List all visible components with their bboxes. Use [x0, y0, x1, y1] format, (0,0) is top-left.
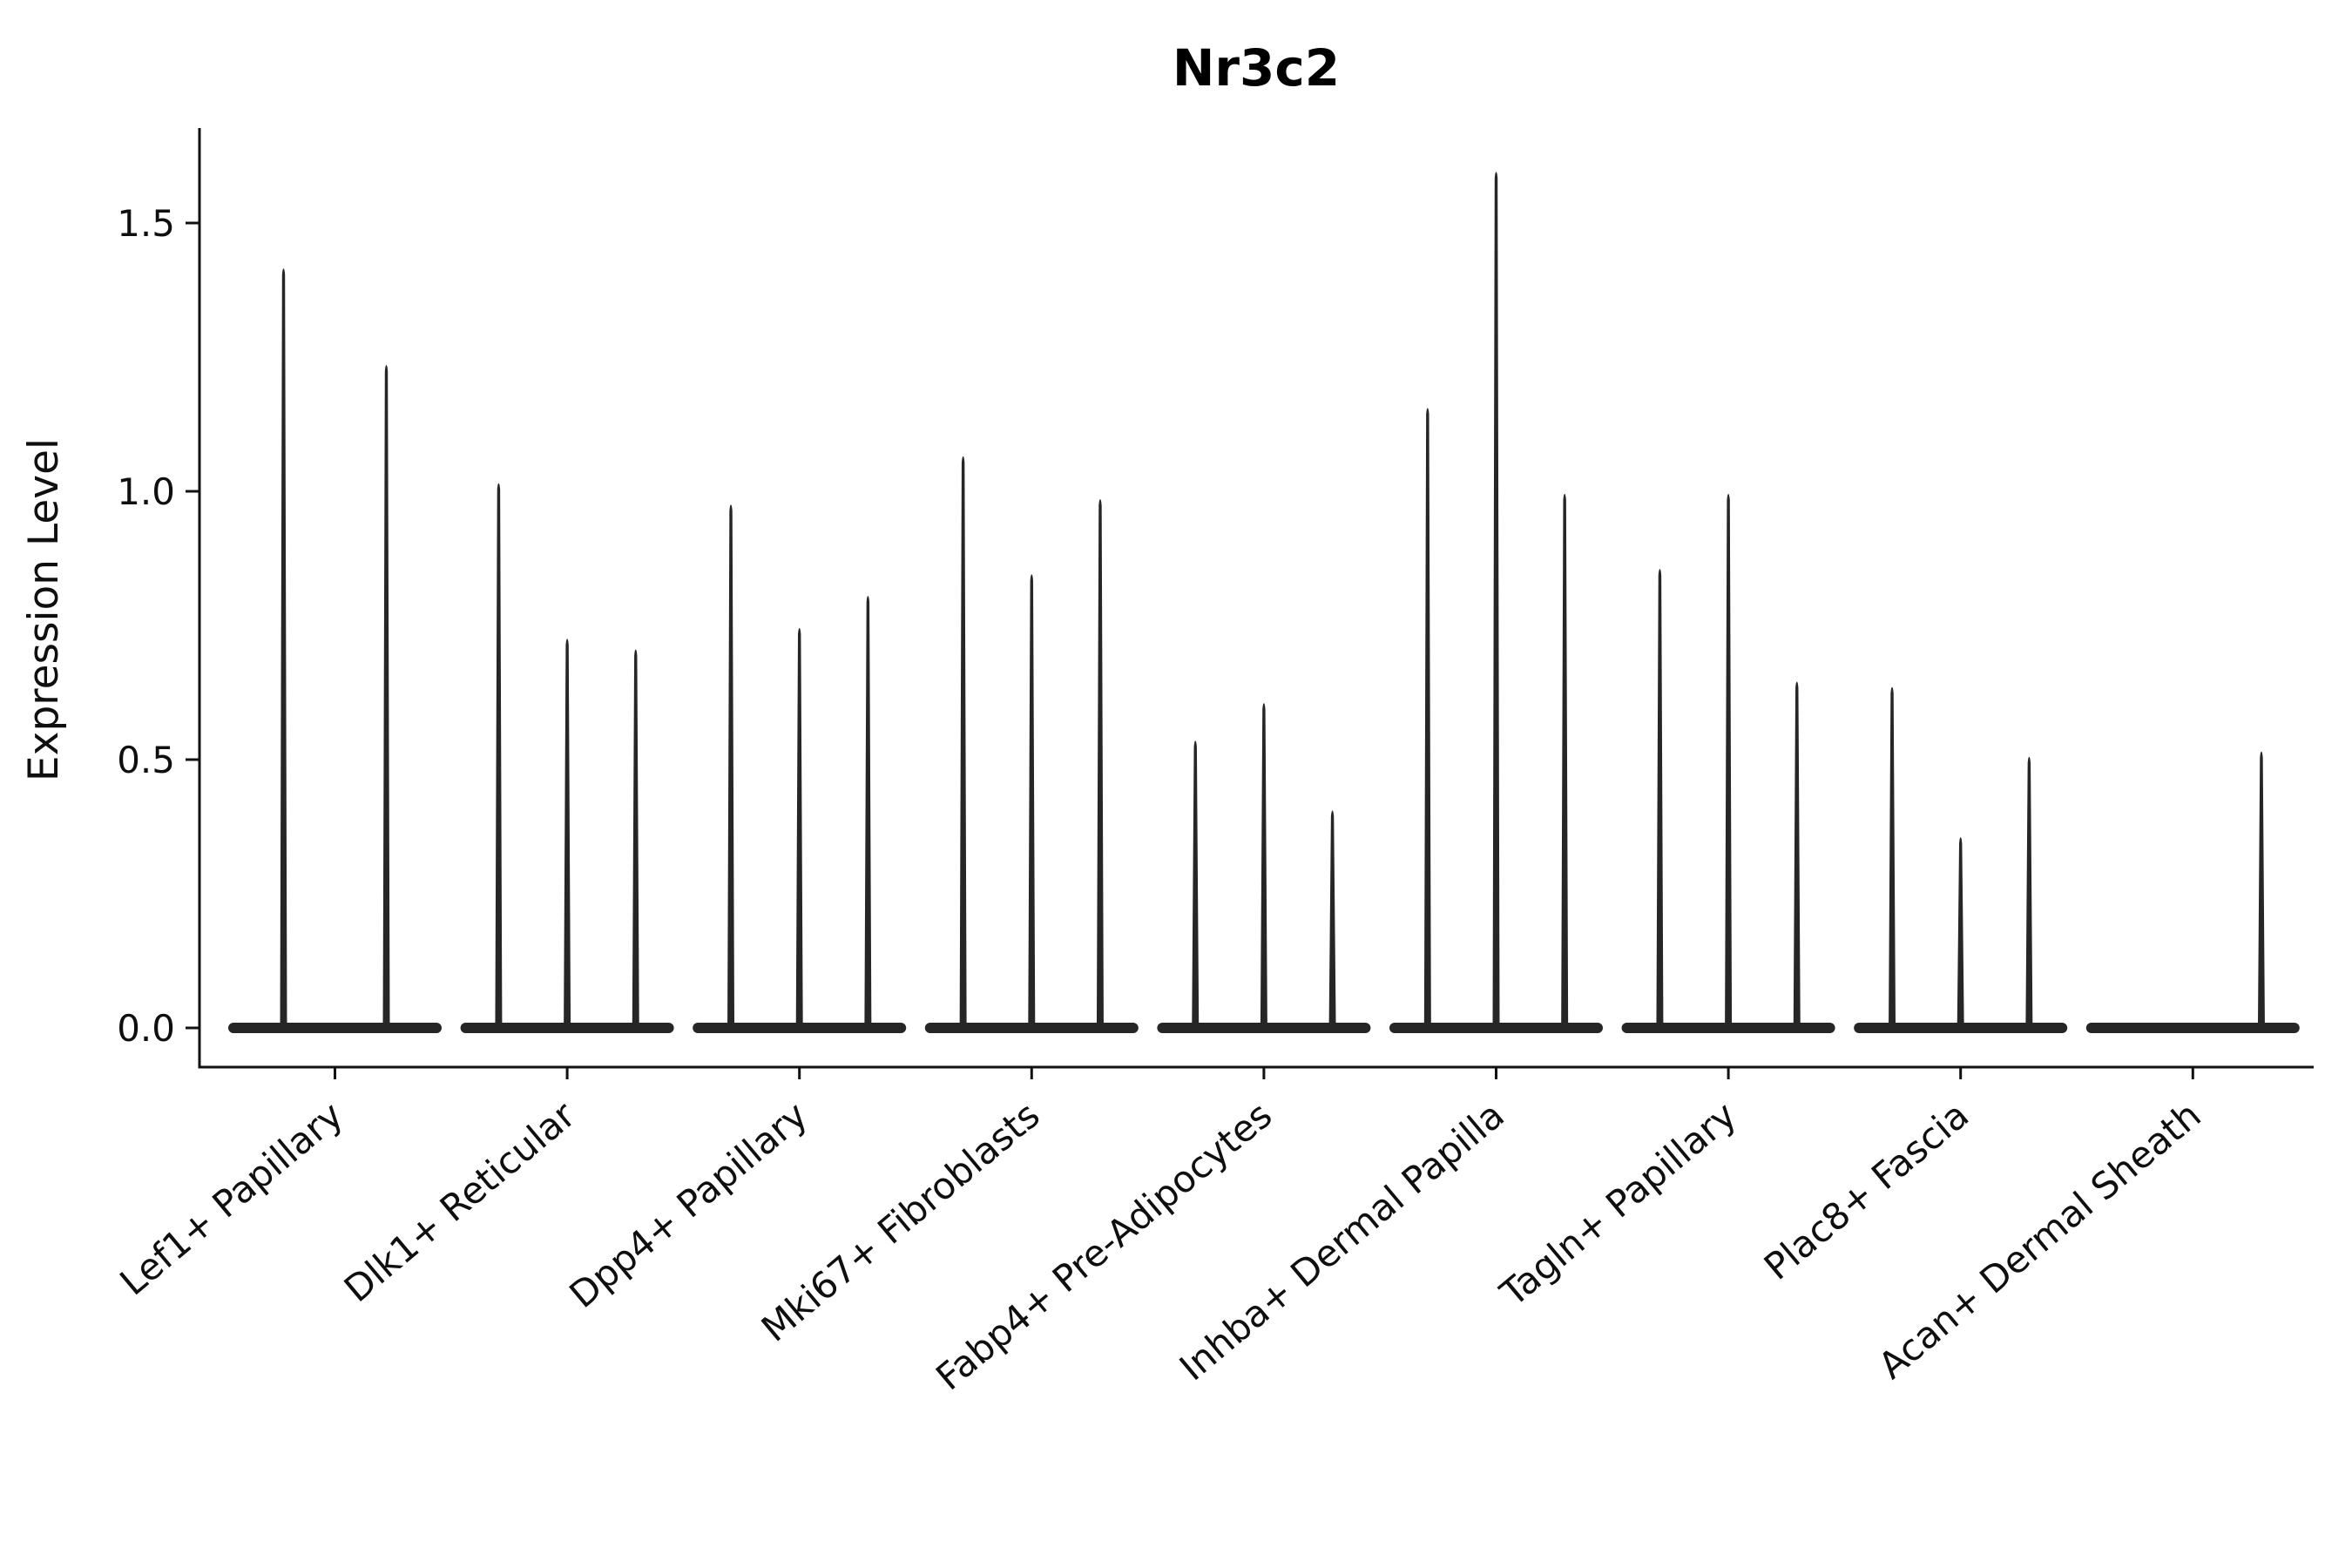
violin-tail — [2025, 756, 2033, 1029]
y-tick-label: 1.5 — [117, 202, 175, 245]
x-tick-label: Tagln+ Papillary — [1491, 1093, 1744, 1315]
violin-tail — [727, 504, 735, 1029]
x-tick-label: Plac8+ Fascia — [1756, 1093, 1977, 1288]
violin-tail — [1028, 574, 1036, 1029]
violin-tail — [795, 627, 803, 1029]
violin-tail — [495, 483, 503, 1029]
violin-baseline — [2085, 1023, 2300, 1033]
chart-title: Nr3c2 — [1173, 38, 1340, 98]
x-tick-label: Dlk1+ Reticular — [336, 1093, 584, 1311]
violin-tail — [280, 268, 287, 1029]
violin-tail — [1260, 703, 1267, 1029]
x-tick-label: Dpp4+ Papillary — [561, 1093, 815, 1316]
violin-tail — [1096, 499, 1104, 1029]
violin-tail — [1492, 172, 1500, 1029]
violin-tail — [1423, 408, 1431, 1029]
y-tick-label: 0.5 — [117, 739, 175, 781]
violin-tail — [1656, 569, 1664, 1029]
violin-tail — [2257, 751, 2265, 1029]
y-axis-label: Expression Level — [20, 438, 68, 781]
violin-tail — [1725, 493, 1733, 1029]
violin-tail — [1192, 740, 1200, 1029]
violin-tail — [632, 649, 639, 1029]
violin-tail — [564, 639, 571, 1029]
violin-tail — [1328, 810, 1336, 1029]
violin-tail — [1561, 493, 1569, 1029]
violin-tail — [1957, 837, 1964, 1029]
violin-tail — [1889, 686, 1896, 1029]
x-tick-label: Lef1+ Papillary — [112, 1093, 351, 1303]
violin-tail — [1793, 681, 1801, 1029]
violin-tail — [959, 456, 967, 1029]
y-tick-label: 1.0 — [117, 470, 175, 513]
y-tick-label: 0.0 — [117, 1007, 175, 1050]
violin-baseline — [228, 1023, 442, 1033]
violin-tail — [864, 595, 872, 1029]
violin-tail — [382, 365, 390, 1029]
